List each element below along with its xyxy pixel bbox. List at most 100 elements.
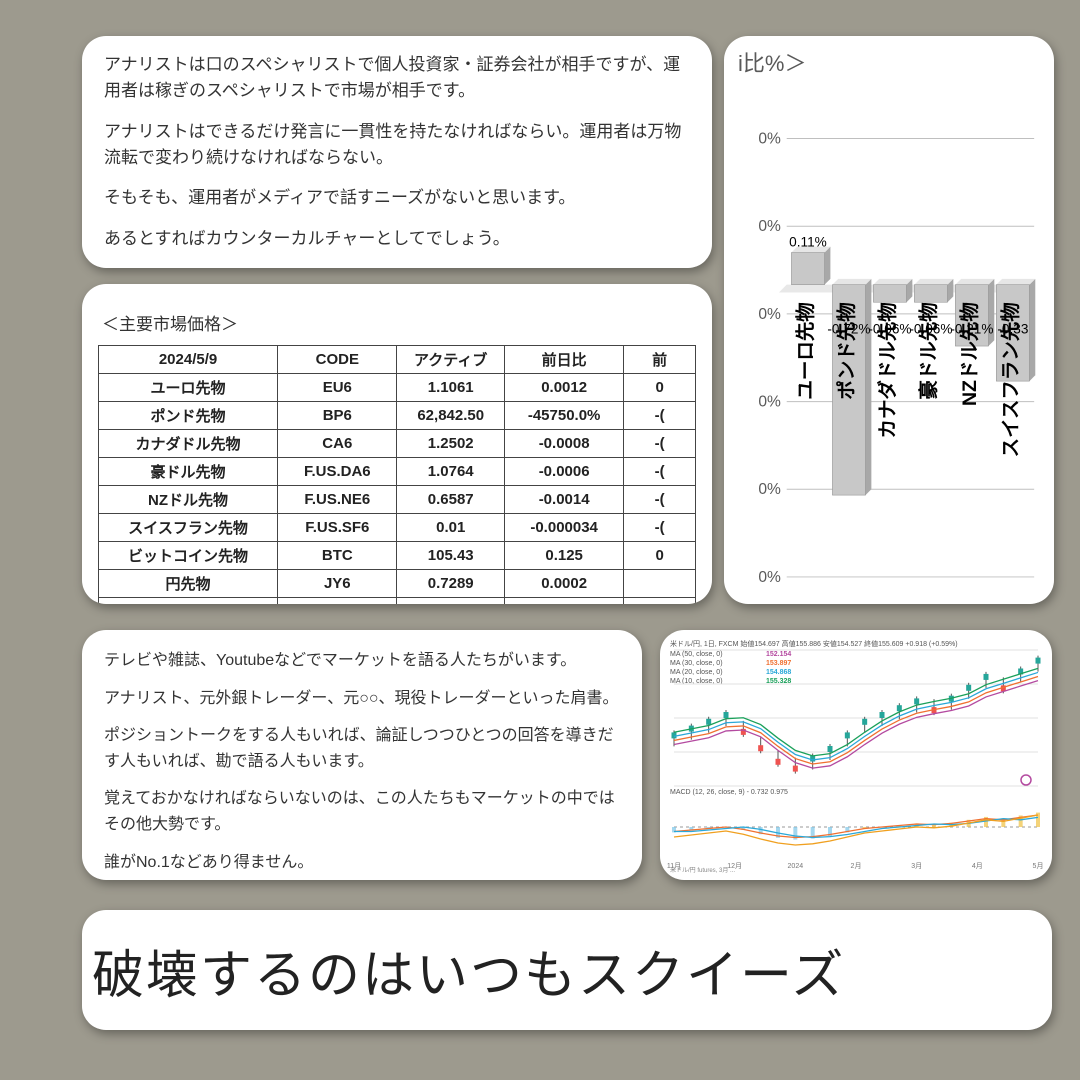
para: 覚えておかなければならいないのは、この人たちもマーケットの中ではその他大勢です。 [104,786,620,837]
cell: 0.0012 [504,374,623,402]
table-row: 円先物JY60.72890.0002 [99,570,696,598]
svg-text:MA (30, close, 0): MA (30, close, 0) [670,660,723,667]
para: 誰がNo.1などあり得ません。 [104,850,620,876]
svg-text:0%: 0% [758,569,781,586]
cell: 豪ドル先物 [99,458,278,486]
cell: 1.1061 [397,374,504,402]
cell: JY6 [278,570,397,598]
table-row: ユーロ先物EU61.10610.00120 [99,374,696,402]
table-row: スイスフラン先物F.US.SF60.01-0.000034-( [99,514,696,542]
svg-text:153.897: 153.897 [766,660,791,667]
svg-text:154.868: 154.868 [766,669,791,676]
percent-change-bar-chart-card: i比%＞ 0%0%0%0%0%0%0.11%ユーロ先物-0.72%ポンド先物-0… [724,36,1054,604]
bar-chart-title: i比%＞ [738,46,1040,78]
cell: 0.6587 [397,486,504,514]
cell: -( [624,458,696,486]
svg-text:豪ドル先物: 豪ドル先物 [917,302,940,399]
cell: 円先物 [99,570,278,598]
cell: CA6 [278,430,397,458]
svg-text:MA (20, close, 0): MA (20, close, 0) [670,669,723,676]
cell: 0 [624,542,696,570]
svg-text:NZドル先物: NZドル先物 [958,302,981,406]
svg-text:2月: 2月 [851,862,862,870]
svg-text:0%: 0% [758,481,781,498]
svg-text:MA (50, close, 0): MA (50, close, 0) [670,651,723,658]
para: テレビや雑誌、Youtubeなどでマーケットを語る人たちがいます。 [104,648,620,674]
table-row: NZドル先物F.US.NE60.6587-0.0014-( [99,486,696,514]
svg-text:0.11%: 0.11% [789,235,827,250]
table-row: カナダドル先物CA61.2502-0.0008-( [99,430,696,458]
cell: BP6 [278,402,397,430]
cell [278,598,397,605]
media-commentary-card: テレビや雑誌、Youtubeなどでマーケットを語る人たちがいます。 アナリスト、… [82,630,642,880]
svg-text:3月: 3月 [911,862,922,870]
cell: BTC [278,542,397,570]
para: ポジショントークをする人もいれば、論証しつつひとつの回答を導きだす人もいれば、勘… [104,723,620,774]
cell: 105.43 [397,542,504,570]
cell: F.US.SF6 [278,514,397,542]
cell: ユーロ先物 [99,374,278,402]
cell [624,570,696,598]
svg-text:MACD (12, 26, close, 9) - 0.: MACD (12, 26, close, 9) - 0.732 0.975 [670,789,788,796]
cell: 0.01 [397,514,504,542]
cell: 1.37 [397,598,504,605]
cell [504,598,623,605]
cell: 0.0002 [504,570,623,598]
table-row: ドル円 1.37 [99,598,696,605]
cell: ドル円 [99,598,278,605]
market-price-table-card: ＜主要市場価格＞ 2024/5/9CODEアクティブ前日比前 ユーロ先物EU61… [82,284,712,604]
cell: EU6 [278,374,397,402]
cell: -0.0014 [504,486,623,514]
cell: -0.000034 [504,514,623,542]
svg-text:米ドル/円, 1日, FXCM 始値154.697 高値1: 米ドル/円, 1日, FXCM 始値154.697 高値155.886 安値15… [670,639,958,648]
cell: カナダドル先物 [99,430,278,458]
cell: NZドル先物 [99,486,278,514]
cell: 62,842.50 [397,402,504,430]
cell: -45750.0% [504,402,623,430]
para: アナリストは口のスペシャリストで個人投資家・証券会社が相手ですが、運用者は稼ぎの… [104,52,690,105]
svg-text:2024: 2024 [788,863,804,870]
cell [624,598,696,605]
svg-text:ポンド先物: ポンド先物 [835,302,858,399]
table-row: ポンド先物BP662,842.50-45750.0%-( [99,402,696,430]
para: あるとすればカウンターカルチャーとしてでしょう。 [104,226,690,252]
svg-text:スイスフラン先物: スイスフラン先物 [999,302,1022,457]
svg-text:5月: 5月 [1033,862,1044,870]
svg-text:0%: 0% [758,306,781,323]
cell: 1.2502 [397,430,504,458]
para: そもそも、運用者がメディアで話すニーズがないと思います。 [104,185,690,211]
svg-text:カナダドル先物: カナダドル先物 [876,302,899,438]
svg-text:0%: 0% [758,218,781,235]
headline-text: 破壊するのはいつもスクイーズ [92,933,845,1008]
headline-card: 破壊するのはいつもスクイーズ [82,910,1052,1030]
cell: F.US.NE6 [278,486,397,514]
usdjpy-candle-chart-card: 米ドル/円, 1日, FXCM 始値154.697 高値155.886 安値15… [660,630,1052,880]
cell: -0.0006 [504,458,623,486]
analyst-text-card: アナリストは口のスペシャリストで個人投資家・証券会社が相手ですが、運用者は稼ぎの… [82,36,712,268]
cell: -( [624,486,696,514]
svg-text:ユーロ先物: ユーロ先物 [794,302,817,399]
cell: ビットコイン先物 [99,542,278,570]
col-header: アクティブ [397,346,504,374]
cell: -0.0008 [504,430,623,458]
svg-text:4月: 4月 [972,862,983,870]
table-row: ビットコイン先物BTC105.430.1250 [99,542,696,570]
cell: スイスフラン先物 [99,514,278,542]
table-title: ＜主要市場価格＞ [102,310,696,335]
cell: 1.0764 [397,458,504,486]
svg-text:0%: 0% [758,130,781,147]
cell: 0 [624,374,696,402]
cell: ポンド先物 [99,402,278,430]
col-header: 前日比 [504,346,623,374]
col-header: 前 [624,346,696,374]
svg-text:0%: 0% [758,393,781,410]
cell: -( [624,402,696,430]
col-header: 2024/5/9 [99,346,278,374]
svg-text:152.154: 152.154 [766,651,791,658]
percent-change-bar-chart: 0%0%0%0%0%0%0.11%ユーロ先物-0.72%ポンド先物-0.06%カ… [738,98,1040,598]
cell: -( [624,514,696,542]
cell: 0.7289 [397,570,504,598]
svg-text:米ドル/円 futures, 3月 ...: 米ドル/円 futures, 3月 ... [670,866,735,874]
para: アナリストはできるだけ発言に一貫性を持たなければならい。運用者は万物流転で変わり… [104,119,690,172]
col-header: CODE [278,346,397,374]
